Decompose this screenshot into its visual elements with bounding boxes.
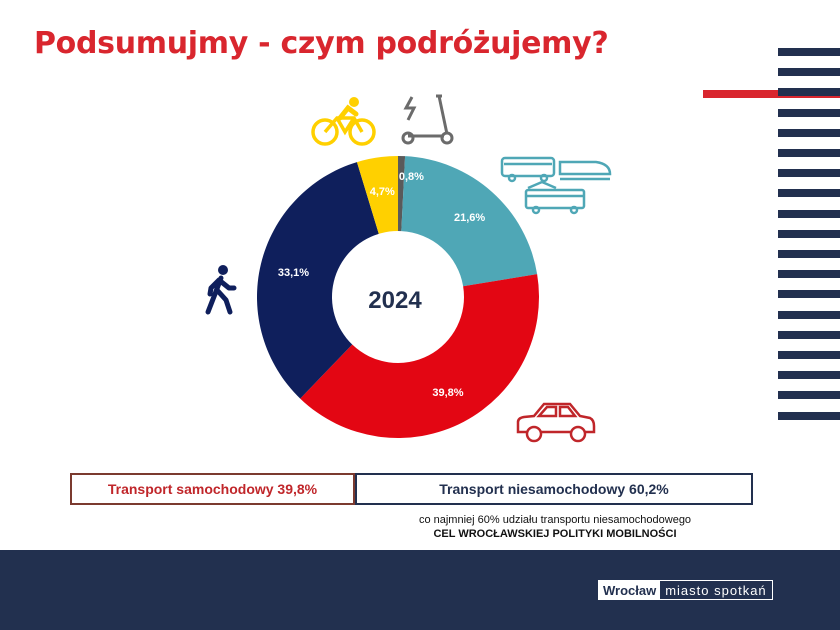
donut-slice xyxy=(401,156,538,287)
stripe xyxy=(778,189,840,198)
page-title: Podsumujmy - czym podróżujemy? xyxy=(34,26,609,61)
stripe xyxy=(778,270,840,279)
stripe xyxy=(778,351,840,359)
car-transport-box: Transport samochodowy 39,8% xyxy=(70,473,355,505)
donut-chart: 0,8% 21,6% 39,8% 33,1% 4,7% 2024 xyxy=(257,156,540,438)
stripe xyxy=(778,149,840,157)
stripe xyxy=(778,169,840,178)
donut-slice-label: 39,8% xyxy=(432,387,463,399)
pedestrian-icon xyxy=(205,265,237,315)
donut-slice xyxy=(356,156,398,234)
stripe xyxy=(778,108,840,117)
noncar-transport-box: Transport niesamochodowy 60,2% xyxy=(355,473,753,505)
stripe xyxy=(778,128,840,137)
footer-bar xyxy=(0,550,840,630)
donut-slice-label: 4,7% xyxy=(370,186,395,198)
stripe xyxy=(778,68,840,77)
donut-slices xyxy=(257,156,540,438)
stripe xyxy=(778,48,840,56)
donut-slice xyxy=(398,156,406,232)
donut-slice xyxy=(257,162,379,399)
donut-slice-label: 0,8% xyxy=(399,171,424,183)
stripe xyxy=(778,371,840,380)
bicycle-icon xyxy=(311,97,376,146)
donut-center-label: 2024 xyxy=(368,287,422,314)
public-transport-icon xyxy=(500,156,612,215)
stripe xyxy=(778,250,840,258)
donut-slice-label: 21,6% xyxy=(454,212,485,224)
stripe xyxy=(778,310,840,319)
donut-slice-label: 33,1% xyxy=(278,267,309,279)
accent-red-bar xyxy=(703,90,840,98)
stripe xyxy=(778,88,840,97)
stripe xyxy=(778,391,840,400)
logo-city: Wrocław xyxy=(599,581,661,599)
stripe xyxy=(778,330,840,339)
stripe xyxy=(778,290,840,299)
scooter-icon xyxy=(401,94,454,145)
stripe xyxy=(778,411,840,420)
wroclaw-logo: Wrocław miasto spotkań xyxy=(598,580,773,600)
stripe xyxy=(778,209,840,218)
logo-slogan: miasto spotkań xyxy=(665,582,767,598)
stripe xyxy=(778,229,840,238)
car-icon xyxy=(516,402,596,443)
donut-labels: 0,8% 21,6% 39,8% 33,1% 4,7% xyxy=(278,171,486,399)
note-policy-text: CEL WROCŁAWSKIEJ POLITYKI MOBILNOŚCI xyxy=(433,528,677,540)
note-goal-text: co najmniej 60% udziału transportu niesa… xyxy=(418,514,692,526)
donut-slice xyxy=(300,274,540,438)
